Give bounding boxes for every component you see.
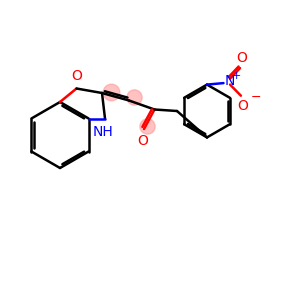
Text: O: O bbox=[236, 51, 247, 65]
Text: O: O bbox=[137, 134, 148, 148]
Text: O: O bbox=[237, 99, 248, 113]
Text: NH: NH bbox=[93, 125, 114, 139]
Text: −: − bbox=[250, 91, 261, 104]
Text: N: N bbox=[225, 74, 236, 88]
Text: +: + bbox=[232, 70, 241, 81]
Text: O: O bbox=[71, 69, 82, 83]
